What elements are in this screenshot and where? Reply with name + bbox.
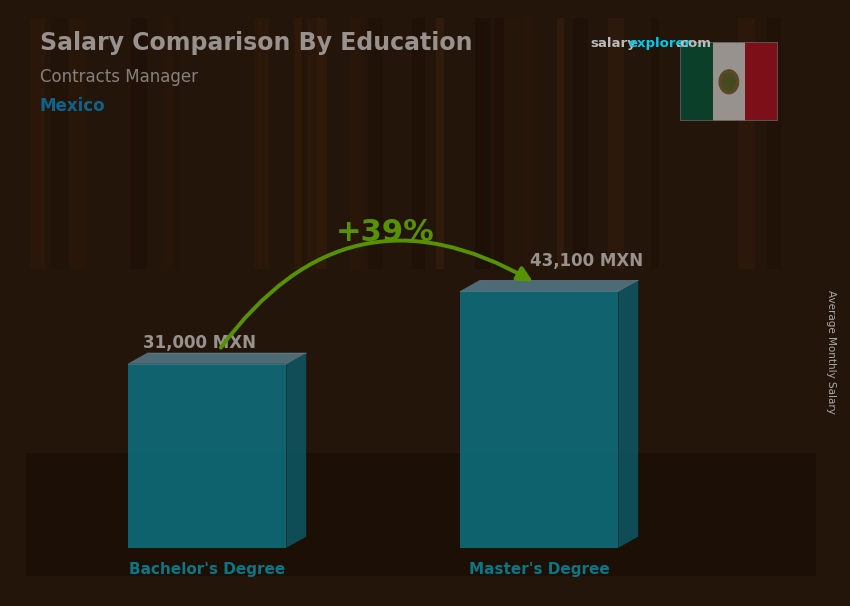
Bar	[738, 18, 755, 269]
Bar	[573, 18, 588, 269]
Bar	[132, 18, 146, 269]
Bar	[259, 18, 269, 269]
Bar	[350, 18, 360, 269]
Circle shape	[718, 69, 740, 95]
Polygon shape	[461, 291, 619, 548]
Bar	[368, 18, 383, 269]
Bar	[173, 18, 179, 269]
Bar	[26, 453, 816, 576]
Polygon shape	[619, 280, 638, 548]
Bar	[680, 42, 712, 121]
Bar	[650, 18, 660, 269]
Text: Master's Degree: Master's Degree	[469, 562, 609, 576]
Text: +39%: +39%	[336, 218, 434, 247]
Polygon shape	[286, 353, 306, 548]
Text: explorer: explorer	[628, 37, 691, 50]
Text: salary: salary	[591, 37, 637, 50]
Bar	[494, 18, 503, 269]
Bar	[745, 42, 778, 121]
Bar	[558, 18, 564, 269]
Text: Contracts Manager: Contracts Manager	[40, 68, 198, 85]
Circle shape	[722, 73, 736, 90]
Bar	[30, 18, 45, 269]
Polygon shape	[128, 353, 306, 364]
Text: .com: .com	[676, 37, 711, 50]
Bar	[504, 18, 520, 269]
Bar	[295, 18, 303, 269]
Bar	[608, 18, 625, 269]
Bar	[712, 42, 745, 121]
Polygon shape	[461, 280, 638, 291]
Bar	[317, 18, 326, 269]
Text: 31,000 MXN: 31,000 MXN	[143, 334, 256, 351]
Bar	[767, 18, 781, 269]
Bar	[436, 18, 445, 269]
Bar	[130, 18, 139, 269]
Text: Salary Comparison By Education: Salary Comparison By Education	[40, 32, 473, 55]
Bar	[474, 18, 491, 269]
Polygon shape	[128, 364, 286, 548]
Bar	[482, 18, 490, 269]
Bar	[293, 18, 303, 269]
Text: Bachelor's Degree: Bachelor's Degree	[129, 562, 286, 576]
Bar	[475, 18, 483, 269]
Bar	[254, 18, 262, 269]
Bar	[51, 18, 68, 269]
Text: 43,100 MXN: 43,100 MXN	[530, 251, 643, 270]
Bar	[69, 18, 85, 269]
Bar	[356, 18, 364, 269]
Bar	[411, 18, 424, 269]
Text: Average Monthly Salary: Average Monthly Salary	[826, 290, 836, 413]
Text: Mexico: Mexico	[40, 98, 105, 115]
Bar	[163, 18, 173, 269]
Bar	[523, 18, 533, 269]
Bar	[307, 18, 324, 269]
